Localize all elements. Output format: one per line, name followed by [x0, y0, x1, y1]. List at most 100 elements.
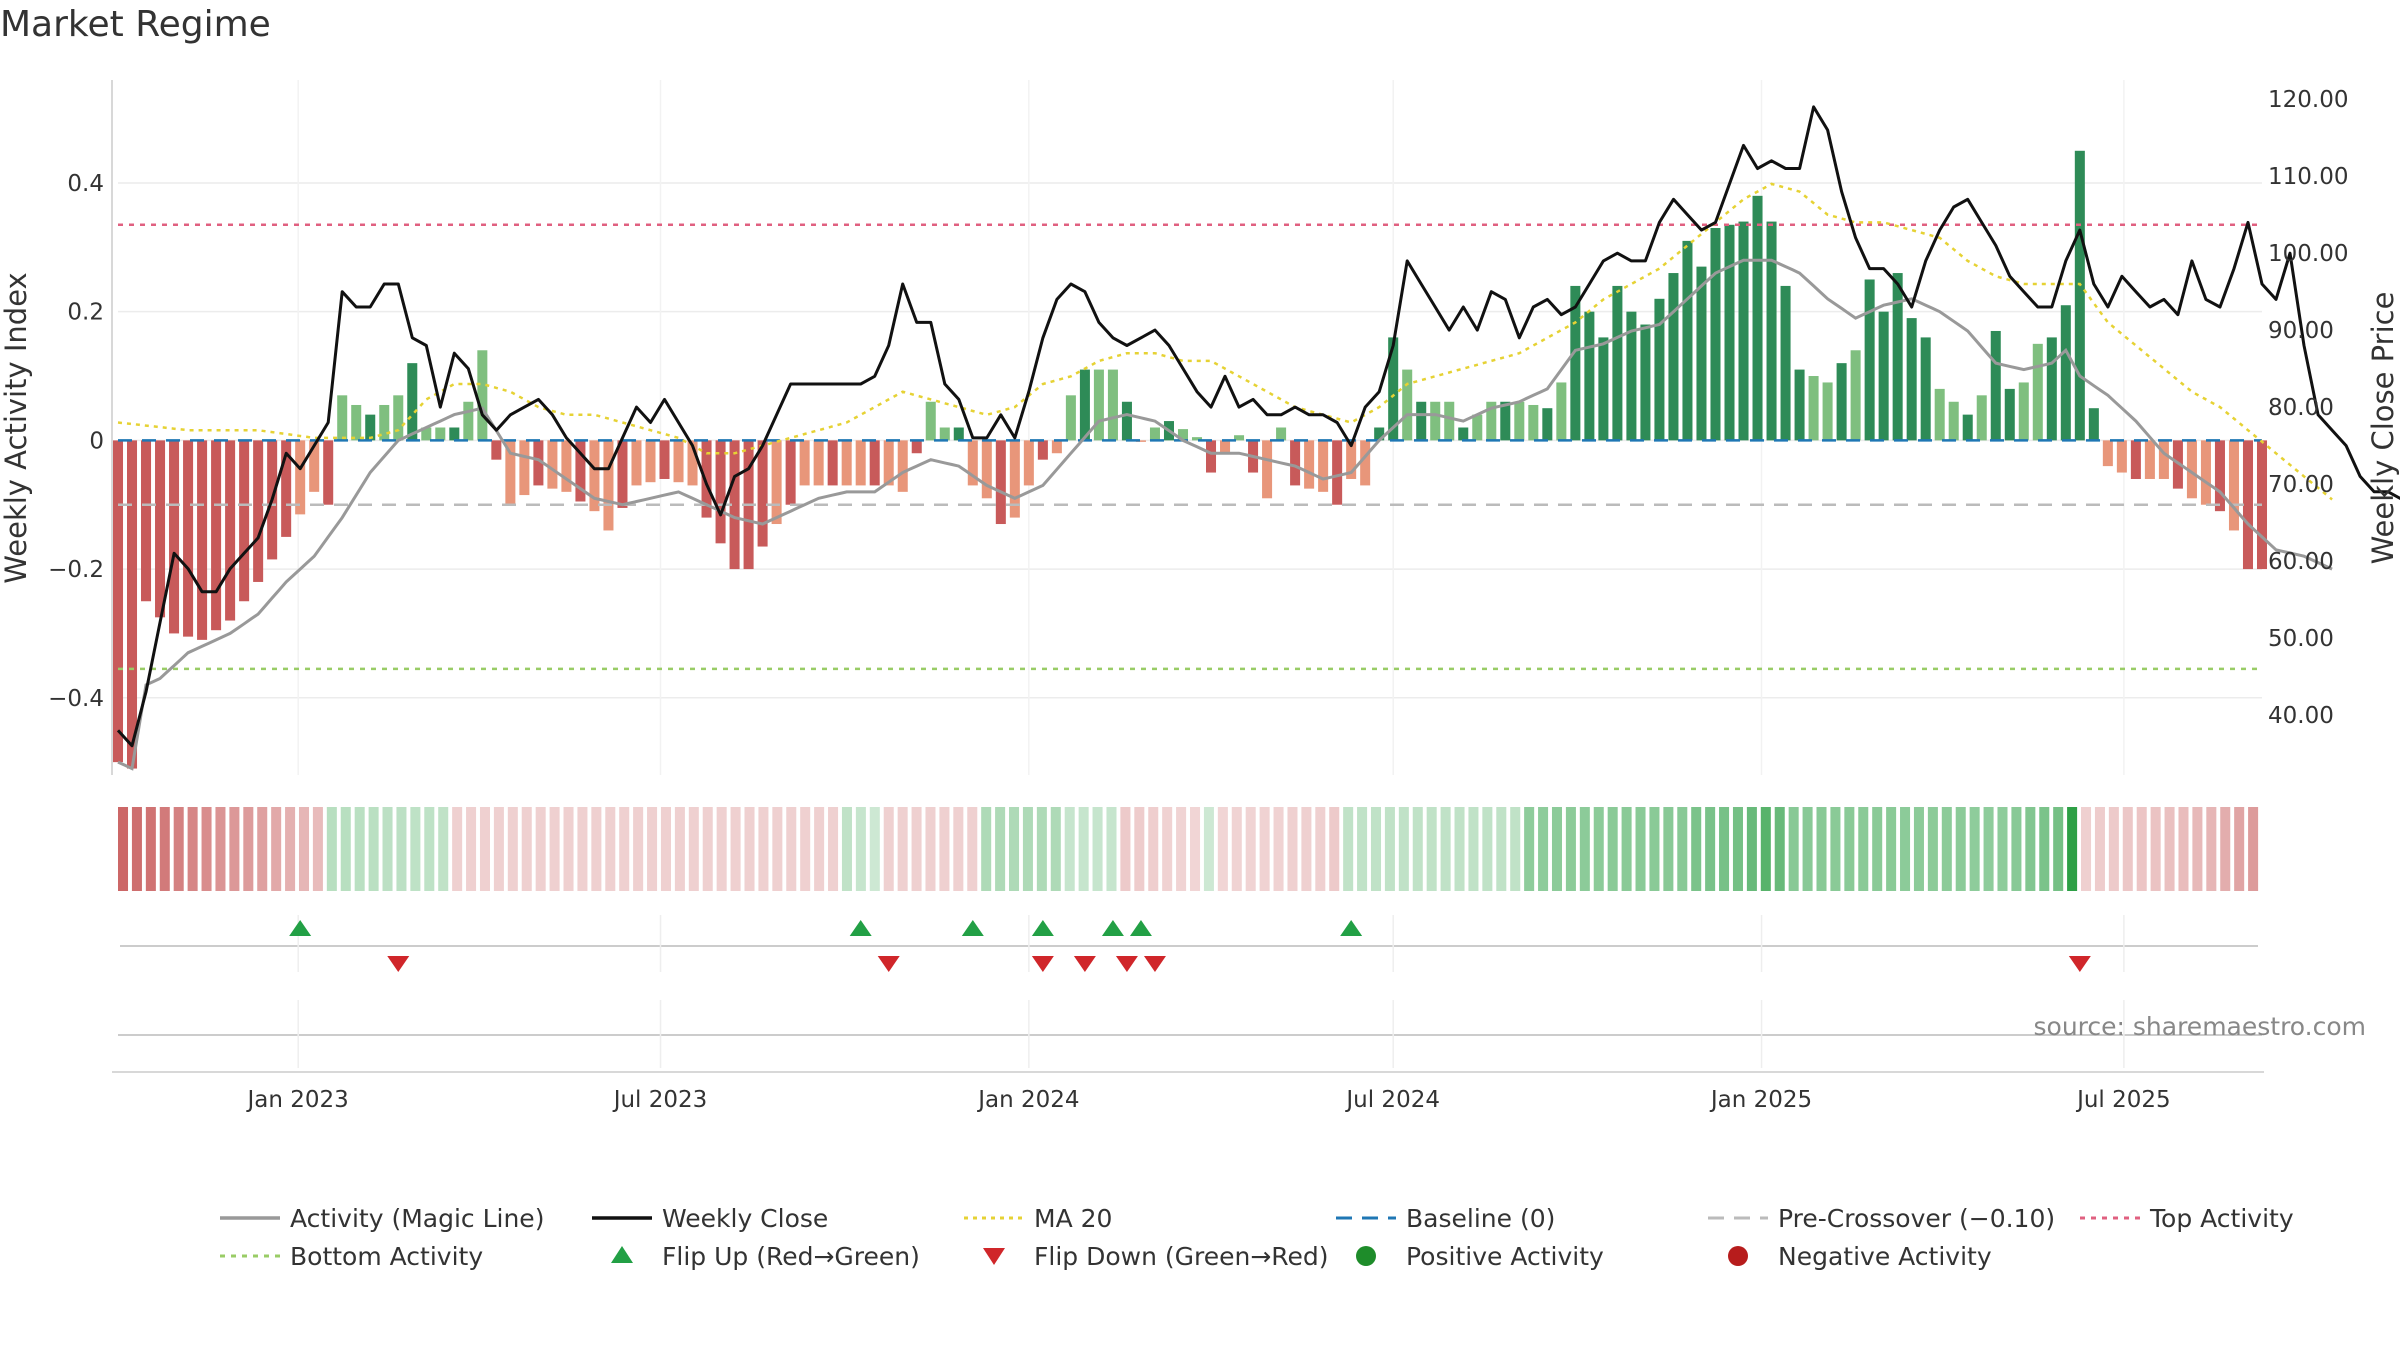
flip-up-marker [289, 920, 312, 936]
activity-bar [1878, 311, 1889, 441]
regime-cell [271, 807, 282, 891]
regime-cell [479, 807, 490, 891]
regime-cell [1816, 807, 1827, 891]
activity-bar [519, 440, 530, 496]
activity-bar [323, 440, 334, 505]
flip-up-marker [1340, 920, 1363, 936]
legend-item: MA 20 [964, 1204, 1112, 1233]
y-tick-right: 50.00 [2268, 626, 2334, 652]
legend-swatch [983, 1248, 1005, 1265]
regime-cell [410, 807, 421, 891]
regime-cell [1148, 807, 1159, 891]
regime-cell [2039, 807, 2050, 891]
activity-bar [1626, 311, 1637, 441]
y-tick-left: 0 [89, 428, 104, 454]
regime-cell [201, 807, 212, 891]
activity-bar [112, 440, 124, 763]
regime-cell [1538, 807, 1549, 891]
y-tick-right: 80.00 [2268, 395, 2334, 421]
regime-cell [1802, 807, 1813, 891]
activity-bar [2116, 440, 2127, 473]
activity-bar [1682, 240, 1693, 441]
regime-cell [1036, 807, 1047, 891]
activity-bar [407, 363, 418, 441]
activity-bar [379, 404, 390, 441]
regime-cell [869, 807, 880, 891]
regime-cell [1565, 807, 1576, 891]
activity-bar [1668, 273, 1679, 441]
activity-bar [1500, 401, 1511, 441]
activity-bar [225, 440, 236, 621]
regime-cell [1426, 807, 1437, 891]
activity-bar [1584, 311, 1595, 441]
activity-bar [1892, 273, 1903, 441]
regime-cell [981, 807, 992, 891]
regime-cell [744, 807, 755, 891]
regime-cell [1009, 807, 1020, 891]
regime-cell [1621, 807, 1632, 891]
regime-cell [1092, 807, 1103, 891]
activity-bar [967, 440, 978, 486]
activity-bar [2032, 343, 2043, 441]
activity-bar [757, 440, 768, 547]
activity-bar [505, 440, 516, 505]
activity-bar [449, 427, 460, 441]
activity-bar [771, 440, 782, 525]
legend-item: Negative Activity [1728, 1242, 1992, 1271]
regime-cell [1900, 807, 1911, 891]
activity-bar [1850, 350, 1861, 441]
chart-title: Market Regime [0, 4, 271, 45]
activity-bar [421, 427, 432, 441]
activity-bar [2158, 440, 2169, 479]
activity-bar [1388, 337, 1399, 441]
legend-label: Bottom Activity [290, 1242, 483, 1271]
regime-cell [243, 807, 254, 891]
regime-cell [1746, 807, 1757, 891]
activity-bar [715, 440, 726, 544]
y-tick-left: 0.4 [67, 171, 104, 197]
legend-swatch [611, 1246, 633, 1263]
flip-down-marker [2068, 956, 2091, 972]
y-tick-right: 110.00 [2268, 164, 2348, 190]
regime-cell [1301, 807, 1312, 891]
activity-bar [337, 395, 348, 441]
activity-bar [1570, 285, 1581, 441]
x-tick-label: Jan 2024 [976, 1087, 1079, 1113]
regime-cell [1719, 807, 1730, 891]
activity-bar [589, 440, 600, 512]
regime-cell [535, 807, 546, 891]
activity-bar [701, 440, 712, 518]
regime-cell [1106, 807, 1117, 891]
legend-item: Positive Activity [1356, 1242, 1604, 1271]
regime-cell [1064, 807, 1075, 891]
regime-cell [1384, 807, 1395, 891]
regime-cell [1510, 807, 1521, 891]
activity-bar [1023, 440, 1034, 486]
regime-cell [2011, 807, 2022, 891]
activity-bar [295, 440, 306, 515]
activity-bar [1836, 363, 1847, 441]
activity-bar [1612, 285, 1623, 441]
regime-cell [438, 807, 449, 891]
flip-down-marker [1031, 956, 1054, 972]
regime-cell [549, 807, 560, 891]
activity-bar [2130, 440, 2141, 479]
ma20-line [117, 182, 2333, 501]
axes: 0.4 0.2 0 −0.2 −0.4 120.00 110.00 100.00 90.00 80… [0, 80, 2400, 775]
activity-bar [561, 440, 572, 492]
regime-cell [1858, 807, 1869, 891]
activity-bar [1934, 388, 1945, 441]
legend-item: Bottom Activity [220, 1242, 483, 1271]
regime-cell [354, 807, 365, 891]
legend-label: MA 20 [1034, 1204, 1112, 1233]
activity-bar [729, 440, 740, 570]
regime-cell [1050, 807, 1061, 891]
regime-cell [1482, 807, 1493, 891]
activity-bar [1290, 440, 1301, 486]
flip-down-marker [387, 956, 410, 972]
regime-cell [800, 807, 811, 891]
regime-cell [828, 807, 839, 891]
activity-bar [211, 440, 222, 631]
x-axis: Jan 2023 Jul 2023 Jan 2024 Jul 2024 Jan 2025… [112, 1071, 2264, 1113]
regime-cell [1593, 807, 1604, 891]
